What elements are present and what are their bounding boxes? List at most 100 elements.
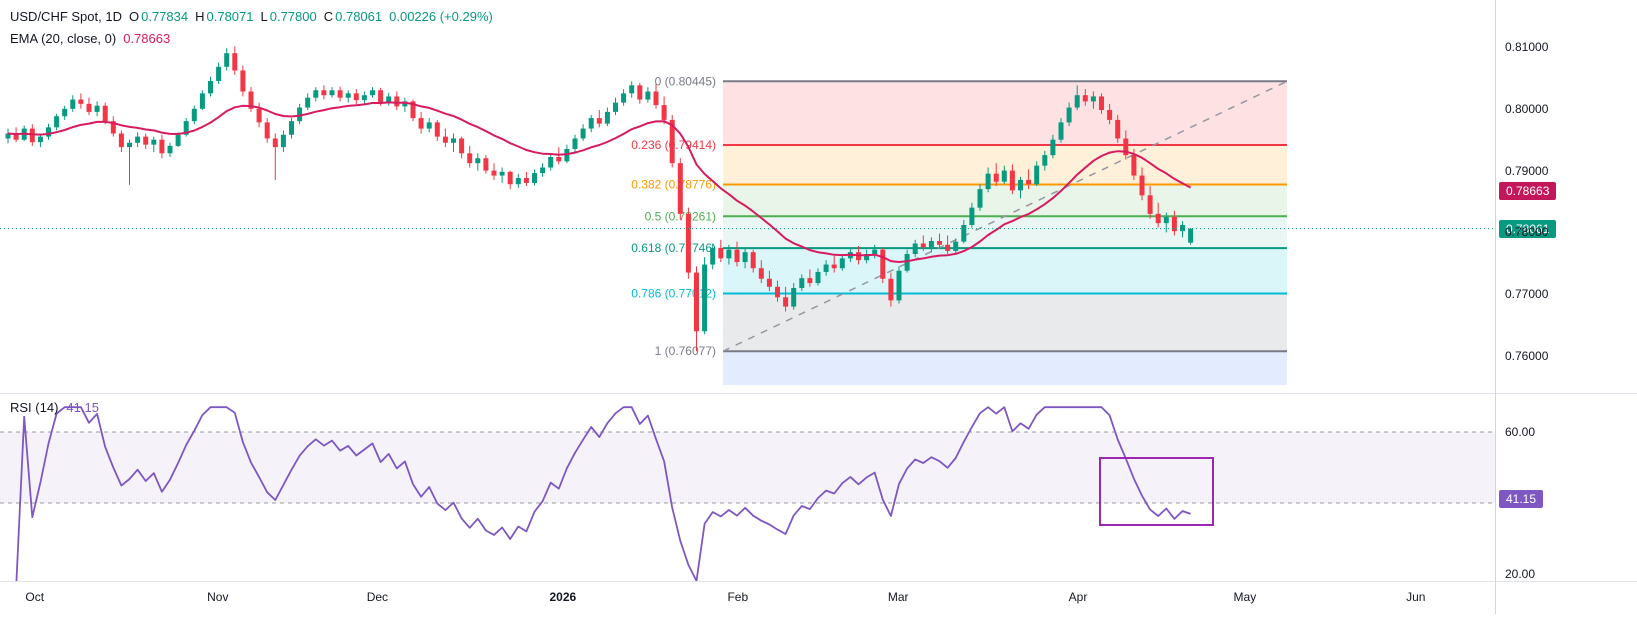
candle-body [1009, 170, 1015, 191]
high-key: H [195, 9, 205, 24]
candle-body [46, 127, 51, 137]
open-key: O [128, 9, 140, 24]
candle-body [1001, 170, 1007, 182]
symbol-title[interactable]: USD/CHF Spot, 1D [10, 9, 122, 24]
candle-body [613, 102, 618, 112]
time-axis-label: Oct [25, 590, 45, 604]
candlestick-series [5, 46, 1194, 352]
price-axis[interactable]: 0.78663 0.78061 41.15 0.81000 0.80000 0.79… [1496, 0, 1637, 641]
candle-body [637, 85, 643, 100]
candle-body [548, 157, 554, 168]
candle-body [402, 101, 408, 107]
candle-body [645, 91, 651, 100]
ema-line [7, 101, 1192, 263]
candle-body [62, 108, 68, 117]
candle-body [588, 118, 594, 129]
rsi-annotation-box[interactable] [1099, 457, 1214, 526]
candle-body [451, 138, 456, 143]
candle-body [758, 268, 764, 279]
candle-body [993, 173, 999, 182]
price-chart-canvas[interactable]: 0 (0.80445)0.236 (0.79414)0.382 (0.78776… [0, 0, 1495, 393]
candle-body [78, 99, 84, 104]
candle-body [127, 142, 132, 148]
time-axis-label: May [1233, 590, 1257, 604]
fib-extension-band [723, 351, 1287, 386]
candle-body [1034, 165, 1040, 185]
candle-body [337, 90, 343, 98]
time-axis[interactable]: Oct Nov Dec 2026 Feb Mar Apr May Jun [0, 582, 1495, 641]
candle-body [289, 121, 294, 135]
candle-body [1090, 96, 1096, 102]
candle-body [742, 252, 748, 263]
candle-body [434, 122, 440, 137]
fib-band [723, 184, 1287, 217]
candle-body [313, 90, 319, 98]
fib-band [723, 216, 1287, 249]
ema-legend-value: 0.78663 [123, 31, 171, 46]
candle-body [766, 278, 772, 287]
candle-body [880, 249, 886, 279]
time-axis-label: Mar [887, 590, 909, 604]
candle-body [329, 90, 335, 96]
change-value: 0.00226 (+0.29%) [389, 9, 493, 24]
last-price-badge: 0.78061 [1499, 219, 1557, 238]
candle-body [977, 189, 983, 208]
candle-body [135, 136, 141, 143]
candle-body [1018, 179, 1023, 191]
fib-level-label: 0.618 (0.77746) [631, 241, 716, 255]
candle-body [5, 133, 11, 139]
candle-body [823, 264, 829, 272]
rsi-legend-title[interactable]: RSI (14) [10, 400, 59, 415]
candle-body [499, 171, 505, 176]
candle-body [102, 105, 108, 122]
candle-body [37, 136, 43, 143]
candle-body [175, 134, 181, 146]
price-axis-tick: 0.80000 [1505, 101, 1549, 116]
candle-body [685, 213, 691, 273]
pane-divider[interactable] [0, 393, 1637, 394]
candle-body [345, 93, 351, 98]
candle-body [1115, 119, 1121, 139]
candle-body [1147, 195, 1153, 214]
candle-body [232, 53, 238, 71]
rsi-legend-value: 41.15 [66, 400, 99, 415]
candle-body [564, 148, 570, 162]
fib-retracement[interactable]: 0 (0.80445)0.236 (0.79414)0.382 (0.78776… [631, 74, 1287, 386]
high-value: 0.78071 [206, 9, 254, 24]
candle-body [378, 90, 384, 103]
candle-body [920, 243, 926, 248]
candle-body [831, 264, 837, 269]
time-axis-label: Nov [207, 590, 229, 604]
ema-legend-title[interactable]: EMA (20, close, 0) [10, 31, 117, 46]
rsi-chart-canvas[interactable] [0, 393, 1495, 581]
candle-body [1123, 138, 1129, 156]
candle-body [799, 278, 805, 289]
fib-band [723, 81, 1287, 146]
candle-body [361, 95, 367, 101]
candle-body [1155, 213, 1161, 224]
main-legend: USD/CHF Spot, 1D O 0.77834 H 0.78071 L 0.77… [10, 6, 493, 50]
candle-body [467, 153, 473, 164]
candle-body [750, 252, 756, 269]
candle-body [159, 139, 165, 154]
candle-body [216, 66, 222, 81]
candle-body [13, 133, 19, 140]
candle-body [1082, 95, 1088, 102]
candle-body [491, 170, 497, 176]
candle-body [807, 278, 813, 284]
candle-body [653, 91, 659, 106]
candle-body [540, 167, 546, 174]
candle-body [726, 249, 732, 259]
price-axis-tick: 0.76000 [1505, 349, 1549, 363]
candle-body [1099, 96, 1104, 111]
time-axis-label: Apr [1068, 590, 1088, 604]
fib-band [723, 293, 1287, 352]
close-value: 0.78061 [335, 9, 383, 24]
trend-line[interactable] [722, 80, 1288, 352]
candle-body [305, 97, 311, 108]
candle-body [199, 93, 205, 109]
candle-body [621, 93, 627, 103]
candle-body [702, 264, 708, 332]
candle-body [629, 85, 635, 94]
candle-body [1188, 228, 1194, 243]
